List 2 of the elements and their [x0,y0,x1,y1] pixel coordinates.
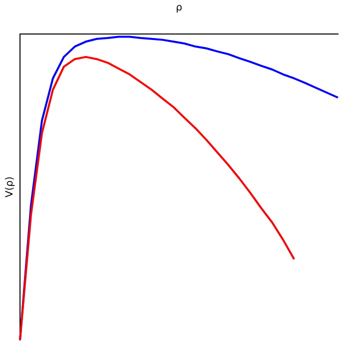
y-axis-title: V(ρ) [4,176,16,198]
x-axis-title: ρ [176,2,182,14]
